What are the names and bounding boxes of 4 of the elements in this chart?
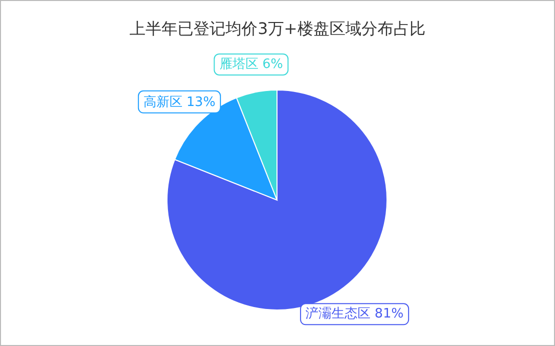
- slice-label: 高新区 13%: [143, 94, 216, 110]
- slice-label: 浐灞生态区 81%: [306, 306, 404, 322]
- chart-title: 上半年已登记均价3万+楼盘区域分布占比: [130, 19, 426, 38]
- slice-label: 雁塔区 6%: [219, 56, 284, 72]
